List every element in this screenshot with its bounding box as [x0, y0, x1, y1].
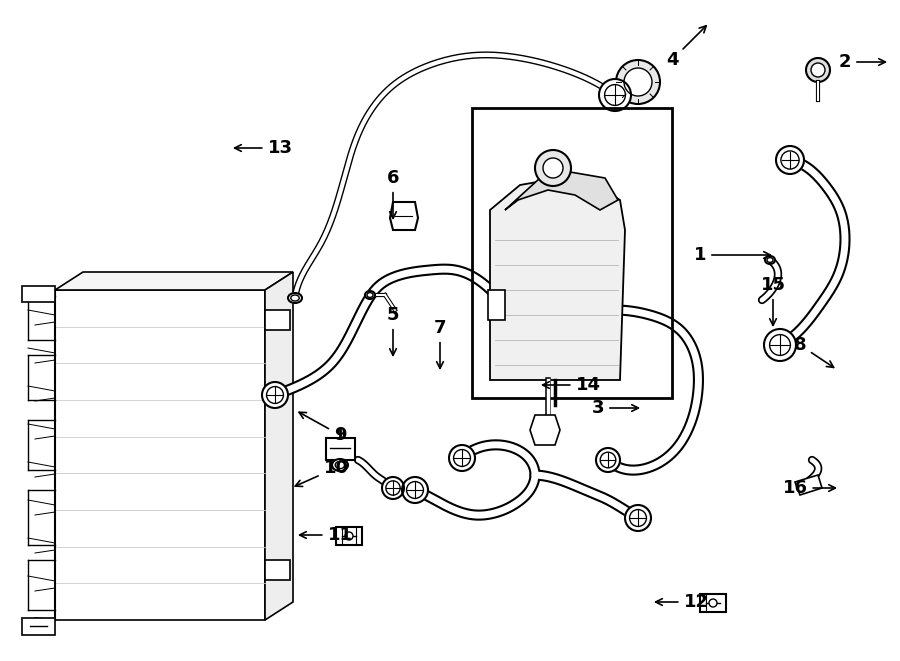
Circle shape [345, 532, 353, 540]
Ellipse shape [365, 291, 375, 299]
Circle shape [402, 477, 428, 503]
Polygon shape [336, 527, 362, 545]
Polygon shape [795, 475, 822, 495]
Text: 3: 3 [592, 399, 638, 417]
Text: 9: 9 [299, 412, 346, 444]
Polygon shape [265, 272, 293, 620]
Circle shape [543, 158, 563, 178]
Circle shape [262, 382, 288, 408]
Polygon shape [700, 594, 726, 612]
Circle shape [616, 60, 660, 104]
Text: 12: 12 [655, 593, 708, 611]
Circle shape [596, 448, 620, 472]
Circle shape [449, 445, 475, 471]
Text: 5: 5 [387, 306, 400, 356]
Circle shape [497, 302, 523, 328]
Polygon shape [490, 178, 625, 380]
Polygon shape [530, 415, 560, 445]
Polygon shape [55, 290, 265, 620]
Text: 16: 16 [782, 479, 835, 497]
Circle shape [776, 146, 804, 174]
Text: 4: 4 [666, 26, 706, 69]
Bar [472, 108, 672, 398]
Text: 15: 15 [760, 276, 786, 325]
Polygon shape [488, 290, 505, 320]
Circle shape [625, 505, 651, 531]
Circle shape [599, 79, 631, 111]
Polygon shape [265, 560, 290, 580]
Text: 6: 6 [387, 169, 400, 218]
Ellipse shape [765, 256, 775, 264]
Circle shape [811, 63, 825, 77]
Text: 14: 14 [543, 376, 600, 394]
Circle shape [535, 150, 571, 186]
Text: 13: 13 [235, 139, 292, 157]
Text: 10: 10 [295, 459, 348, 486]
Circle shape [709, 599, 717, 607]
Polygon shape [22, 286, 55, 302]
Text: 7: 7 [434, 319, 446, 368]
Polygon shape [55, 272, 293, 290]
Circle shape [764, 329, 796, 361]
Polygon shape [390, 202, 418, 230]
Polygon shape [265, 310, 290, 330]
Text: 2: 2 [839, 53, 886, 71]
Text: 8: 8 [794, 336, 833, 368]
Polygon shape [22, 618, 55, 635]
Circle shape [543, 313, 567, 337]
Ellipse shape [332, 459, 348, 471]
Text: 11: 11 [300, 526, 353, 544]
Ellipse shape [288, 293, 302, 303]
Text: 1: 1 [694, 246, 770, 264]
Circle shape [806, 58, 830, 82]
Circle shape [382, 477, 404, 499]
Polygon shape [326, 438, 355, 460]
Circle shape [624, 68, 652, 96]
Polygon shape [505, 172, 618, 210]
